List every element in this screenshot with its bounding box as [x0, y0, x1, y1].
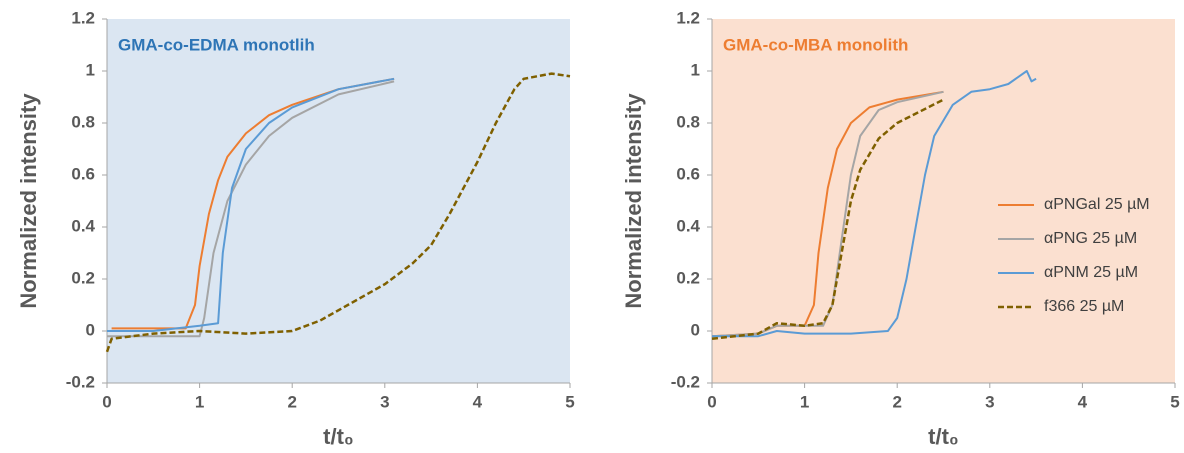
- y-tick-label: 0.6: [71, 164, 95, 183]
- x-tick-label: 2: [892, 392, 901, 411]
- x-tick-label: 1: [195, 392, 204, 411]
- y-tick-label: 1: [86, 60, 95, 79]
- x-tick-label: 0: [707, 392, 716, 411]
- data-line: [711, 98, 945, 341]
- x-tick-label: 4: [473, 392, 483, 411]
- legend-label: αPNG 25 µM: [1044, 230, 1137, 247]
- chart-title: GMA-co-MBA monolith: [723, 35, 908, 54]
- legend-label: αPNGal 25 µM: [1044, 196, 1150, 213]
- x-tick-label: 4: [1078, 392, 1088, 411]
- x-tick-label: 2: [287, 392, 296, 411]
- legend-label: f366 25 µM: [1044, 298, 1124, 315]
- x-tick-label: 0: [102, 392, 111, 411]
- y-tick-label: -0.2: [66, 372, 95, 391]
- y-axis-title: Normalized intensity: [621, 93, 646, 309]
- y-tick-label: 0.8: [676, 112, 700, 131]
- y-tick-label: 0.4: [71, 216, 95, 235]
- x-axis-title: t/t₀: [323, 424, 354, 449]
- data-line: [107, 77, 395, 332]
- y-tick-label: 0: [86, 320, 95, 339]
- x-tick-label: 3: [985, 392, 994, 411]
- data-line: [111, 77, 395, 330]
- y-tick-label: -0.2: [671, 372, 700, 391]
- y-tick-label: 0: [691, 320, 700, 339]
- x-tick-label: 5: [565, 392, 574, 411]
- x-tick-label: 5: [1170, 392, 1179, 411]
- y-tick-label: 0.2: [676, 268, 700, 287]
- data-line: [711, 90, 944, 338]
- x-tick-label: 1: [800, 392, 809, 411]
- plot-background: [107, 19, 570, 383]
- y-tick-label: 0.2: [71, 268, 95, 287]
- y-tick-label: 0.8: [71, 112, 95, 131]
- y-tick-label: 1.2: [71, 8, 95, 27]
- y-axis-title: Normalized intensity: [16, 93, 41, 309]
- data-line: [712, 70, 1037, 338]
- data-line: [107, 80, 395, 338]
- data-line: [105, 72, 571, 353]
- x-tick-label: 3: [380, 392, 389, 411]
- legend-label: αPNM 25 µM: [1044, 264, 1138, 281]
- y-tick-label: 1.2: [676, 8, 700, 27]
- plot-background: [712, 19, 1175, 383]
- x-axis-title: t/t₀: [928, 424, 959, 449]
- chart-title: GMA-co-EDMA monotlih: [118, 35, 315, 54]
- y-tick-label: 1: [691, 60, 700, 79]
- y-tick-label: 0.6: [676, 164, 700, 183]
- y-tick-label: 0.4: [676, 216, 700, 235]
